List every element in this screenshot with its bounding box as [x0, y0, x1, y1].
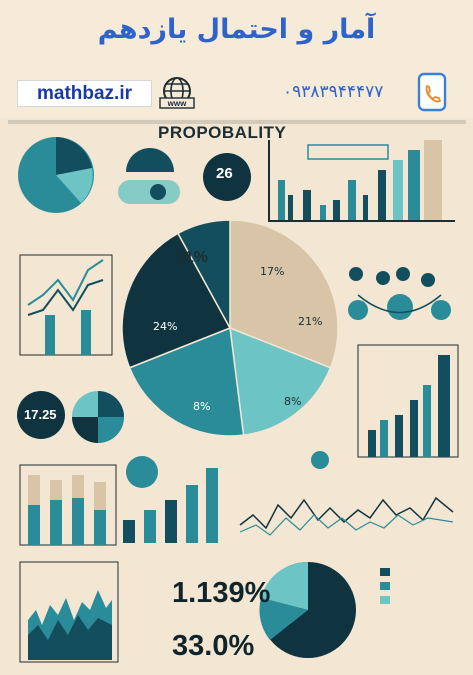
pie-slice: [229, 326, 332, 436]
big-number-2: 33.0%: [172, 630, 255, 662]
bar-chart-top-right: [268, 140, 455, 222]
legend-bottom-right: [380, 568, 390, 604]
pie-slice: [128, 326, 245, 437]
bar-chart-right-middle: [357, 344, 459, 458]
circle-number: 26: [216, 165, 233, 182]
pie-chart-small-topleft: [18, 137, 94, 213]
bar-chart-bottom-left: [19, 464, 117, 546]
header: آمار و احتمال یازدهم mathbaz.ir www ۰۹۳۸…: [0, 0, 473, 118]
site-link[interactable]: mathbaz.ir: [17, 80, 152, 107]
svg-text:21%: 21%: [298, 315, 322, 328]
svg-text:24%: 24%: [153, 320, 177, 333]
svg-text:www: www: [167, 99, 187, 108]
circle-badge-small: [17, 391, 65, 439]
pie-slice: [176, 219, 231, 329]
poster-heading: PROPOBALITY: [158, 123, 287, 142]
bubble-chart-right: [348, 267, 451, 320]
gauge-top: [118, 148, 180, 204]
bar-chart-bottom-center: [123, 468, 218, 543]
circle-badge: [203, 153, 251, 201]
page-title: آمار و احتمال یازدهم: [97, 14, 376, 45]
small-circle-number: 17.25: [24, 407, 57, 422]
area-chart-bottom-left: [19, 561, 119, 663]
globe-icon: www: [159, 77, 195, 109]
line-chart-bottom-right: [239, 496, 454, 536]
svg-text:8%: 8%: [193, 400, 210, 413]
phone-number[interactable]: ۰۹۳۸۳۹۴۴۴۷۷: [283, 82, 384, 102]
infographic-poster: 31% 17% 21% 24% 8% 8%: [8, 120, 466, 663]
svg-text:31%: 31%: [176, 249, 208, 266]
pie-slice: [229, 219, 339, 369]
main-pie-chart: [121, 219, 339, 437]
big-number-1: 1.139%: [172, 577, 271, 609]
svg-text:8%: 8%: [284, 395, 301, 408]
pie-chart-bottom-right: [259, 561, 356, 658]
pie-slice: [121, 232, 232, 369]
phone-icon: [417, 72, 447, 112]
pie-chart-small-left: [72, 391, 124, 443]
line-chart-left: [19, 254, 113, 356]
svg-text:17%: 17%: [260, 265, 284, 278]
